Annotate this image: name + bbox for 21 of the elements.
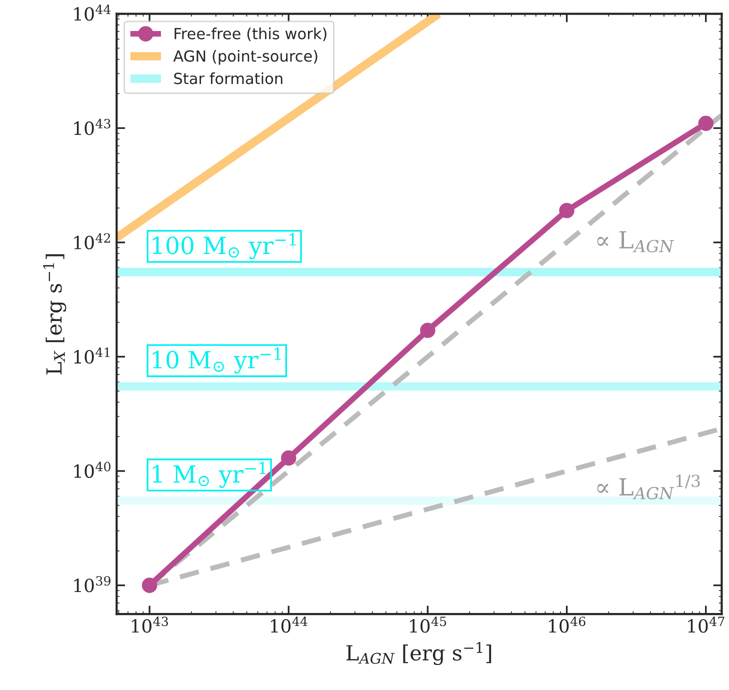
annotation: 1 M$_{⊙}$ yr$^{−1}$	[152, 462, 266, 488]
y-tick-label: 10$^{40}$	[74, 462, 110, 478]
y-tick-label: 10$^{43}$	[74, 118, 110, 136]
legend-label: Free-free (this work)	[174, 28, 326, 42]
y-axis-title: L$_{X}$ [erg s$^{−1}$]	[43, 254, 66, 374]
annotation: 10 M$_{⊙}$ yr$^{−1}$	[152, 347, 281, 374]
legend-label: AGN (point-source)	[173, 50, 318, 65]
x-tick-label: 10$^{43}$	[132, 616, 168, 633]
x-tick-label: 10$^{47}$	[688, 616, 724, 633]
y-tick-label: 10$^{44}$	[74, 4, 111, 21]
y-tick-label: 10$^{41}$	[74, 348, 110, 364]
annotation: ∝ L$_{AGN}$	[597, 231, 674, 252]
x-axis-title: L$_{AGN}$ [erg s$^{−1}$]	[346, 642, 492, 666]
y-tick-label: 10$^{42}$	[74, 233, 110, 250]
annotation: ∝ L$_{AGN}$$^{1/3}$	[597, 474, 700, 500]
legend-label: Star formation	[174, 72, 282, 84]
annotation: 100 M$_{⊙}$ yr$^{−1}$	[152, 233, 296, 260]
x-tick-label: 10$^{45}$	[410, 616, 446, 633]
x-tick-label: 10$^{46}$	[549, 616, 586, 633]
x-tick-label: 10$^{44}$	[270, 616, 308, 633]
y-tick-label: 10$^{39}$	[74, 576, 110, 592]
